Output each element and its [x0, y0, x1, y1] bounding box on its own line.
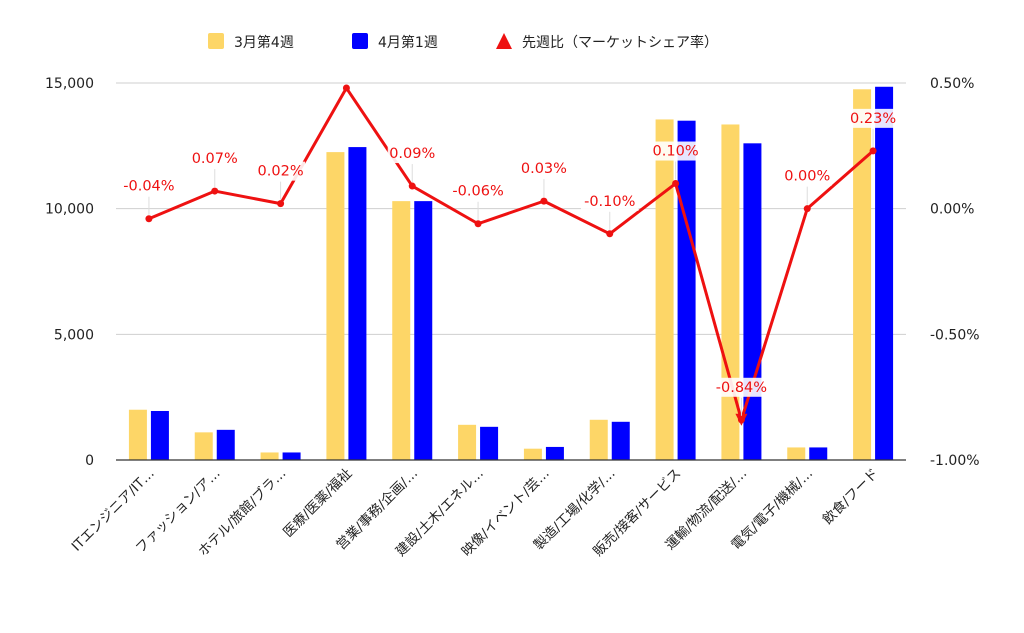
data-label-bg — [190, 149, 240, 169]
data-label-bg — [580, 191, 639, 211]
bar-series-1 — [128, 409, 147, 460]
data-label: -0.06% — [452, 184, 503, 200]
bars — [128, 86, 894, 461]
y-right-tick-label: 0.00% — [930, 202, 974, 218]
bar-series-1 — [326, 152, 345, 460]
data-label: 0.03% — [521, 161, 567, 177]
bar-series-2 — [216, 429, 235, 460]
data-label-bg — [712, 377, 771, 397]
data-label-bg — [449, 181, 507, 201]
bar-series-1 — [458, 424, 477, 460]
bar-series-2 — [348, 147, 367, 460]
bar-series-2 — [611, 421, 630, 460]
data-label: 0.23% — [850, 111, 896, 127]
y-left-tick-label: 10,000 — [45, 202, 94, 218]
bar-series-1 — [655, 119, 674, 461]
bar-series-2 — [414, 201, 433, 461]
y-left-tick-label: 5,000 — [54, 327, 94, 343]
bar-series-1 — [392, 201, 411, 461]
data-label-bg — [651, 141, 701, 161]
data-label: 0.02% — [258, 164, 304, 180]
line-point — [606, 230, 614, 238]
data-label-bg — [519, 159, 569, 179]
y-right-tick-label: -0.50% — [930, 327, 980, 343]
bar-series-1 — [194, 432, 213, 460]
data-label-bg — [782, 166, 832, 186]
line-min-marker — [735, 413, 748, 426]
legend-label: 先週比（マーケットシェア率） — [522, 34, 718, 51]
bar-series-2 — [809, 447, 828, 460]
line-point — [408, 182, 416, 190]
category-label: 飲食/フード — [819, 465, 882, 528]
legend-marker — [496, 33, 512, 49]
y-left-tick-label: 0 — [85, 453, 94, 469]
data-label-bg — [256, 161, 306, 181]
legend-label: 3月第4週 — [234, 34, 294, 51]
data-label: 0.10% — [653, 144, 699, 160]
bar-series-1 — [523, 448, 542, 460]
bar-series-2 — [480, 426, 499, 460]
line-point — [540, 197, 548, 205]
line-point — [145, 215, 153, 223]
category-label: 医療/医薬/福祉 — [280, 465, 356, 541]
gridlines — [116, 82, 906, 335]
data-label-bg — [120, 176, 178, 196]
line-point — [277, 200, 285, 208]
data-label: -0.10% — [584, 194, 635, 210]
legend: 3月第4週 4月第1週 先週比（マーケットシェア率） — [208, 33, 718, 51]
data-label: 0.00% — [784, 169, 830, 185]
data-label: 0.09% — [389, 146, 435, 162]
bar-series-1 — [787, 447, 806, 460]
share-line — [145, 84, 877, 426]
y-right-tick-label: -1.00% — [930, 453, 980, 469]
line-point — [211, 187, 219, 195]
bar-series-2 — [875, 86, 894, 461]
bar-series-2 — [743, 143, 762, 460]
data-labels: -0.04% 0.07% 0.02% 0.09% -0.06% 0.03% -0.10% 0.… — [120, 108, 898, 416]
bar-series-2 — [282, 452, 301, 460]
line-point — [672, 180, 680, 188]
share-line-path — [148, 86, 875, 422]
line-point — [474, 220, 482, 228]
line-point — [869, 147, 877, 155]
bar-series-1 — [260, 452, 279, 460]
y-right-tick-label: 0.50% — [930, 76, 974, 92]
line-point — [342, 84, 350, 92]
data-label-bg — [387, 144, 437, 164]
bar-series-2 — [150, 410, 169, 460]
bar-series-2 — [545, 446, 564, 460]
bar-series-1 — [721, 124, 740, 460]
legend-swatch — [352, 33, 368, 49]
axes: 0 5,000 10,000 15,000 -1.00% -0.50% 0.00% 0.50% — [45, 76, 980, 469]
data-label: -0.84% — [716, 380, 767, 396]
legend-swatch — [208, 33, 224, 49]
category-labels: ITエンジニア/IT…ファッション/ア…ホテル/旅館/ブラ…医療/医薬/福祉営業… — [69, 465, 882, 560]
bar-series-1 — [853, 89, 872, 461]
line-point — [803, 205, 811, 213]
data-label: 0.07% — [192, 151, 238, 167]
data-label: -0.04% — [123, 179, 174, 195]
bar-series-1 — [589, 419, 608, 460]
data-label-bg — [848, 108, 898, 128]
y-left-tick-label: 15,000 — [45, 76, 94, 92]
legend-label: 4月第1週 — [378, 34, 438, 51]
bar-series-2 — [677, 120, 696, 460]
